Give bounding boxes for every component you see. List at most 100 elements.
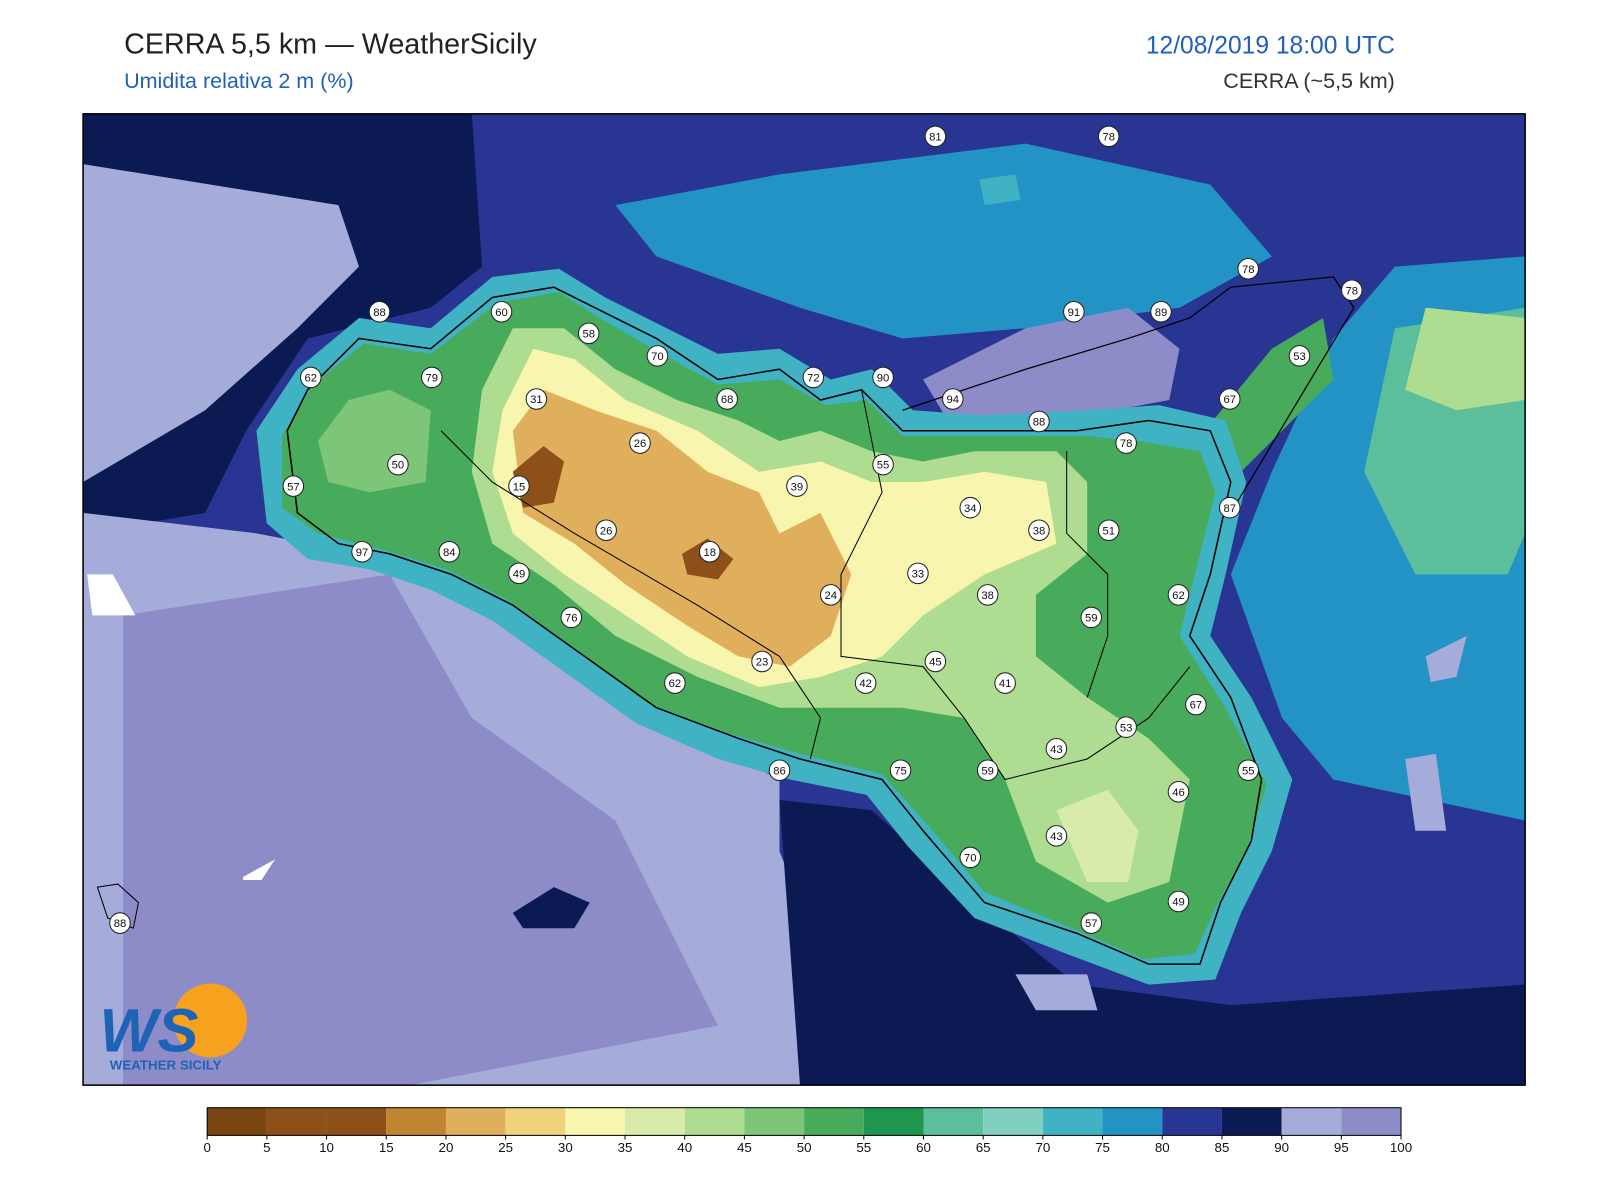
station-marker (889, 759, 912, 782)
station-value: 58 (582, 328, 595, 340)
station-value: 88 (373, 307, 386, 319)
station-marker (786, 475, 808, 497)
station-marker (1080, 912, 1103, 934)
station-marker (1218, 496, 1241, 519)
station-marker (387, 453, 409, 476)
station-marker (1237, 257, 1259, 280)
color-swatch (565, 1107, 626, 1136)
station-value: 88 (1033, 417, 1046, 429)
station-marker (368, 301, 391, 323)
station-value: 62 (1172, 590, 1185, 602)
station-marker (768, 759, 791, 782)
colorbar-tick-label: 0 (203, 1140, 210, 1155)
station-value: 57 (1085, 918, 1098, 930)
station-value: 43 (1050, 831, 1063, 843)
station-marker (646, 345, 669, 367)
station-value: 88 (114, 918, 127, 930)
station-marker (802, 366, 825, 389)
station-value: 78 (1242, 264, 1255, 276)
station-marker (994, 672, 1016, 694)
station-marker (351, 541, 373, 563)
station-marker (1045, 737, 1068, 760)
station-value: 26 (600, 525, 613, 537)
station-marker (698, 541, 721, 563)
teal-area (979, 174, 1021, 206)
logo-sun (173, 983, 248, 1058)
color-swatch (266, 1107, 327, 1136)
station-value: 75 (894, 765, 907, 777)
colorbar-tick-label: 30 (558, 1140, 573, 1155)
station-layer: 81 78 88 60 58 70 72 90 91 89 78 78 53 62 79 68 94 88 67 31… (109, 125, 1363, 934)
field (83, 113, 1526, 1086)
colorbar-tick-label: 60 (916, 1140, 931, 1155)
colorbar-tick-label: 70 (1035, 1140, 1050, 1155)
blue-area (615, 143, 1272, 339)
station-marker (1028, 519, 1050, 542)
station-marker (907, 562, 929, 585)
lavender-area (83, 164, 359, 483)
station-value: 86 (773, 765, 786, 777)
band-10 (512, 446, 734, 580)
model-label: CERRA (~5,5 km) (1223, 69, 1395, 93)
station-value: 91 (1068, 307, 1081, 319)
station-marker (751, 650, 773, 673)
station-value: 72 (807, 373, 820, 385)
colorbar-tick-label: 10 (319, 1140, 334, 1155)
lavender-area (923, 307, 1180, 431)
station-value: 76 (565, 613, 578, 625)
station-value: 70 (651, 351, 664, 363)
logo-mark: WS (99, 996, 198, 1065)
station-value: 38 (981, 590, 994, 602)
station-marker (1115, 716, 1137, 738)
station-marker (1097, 125, 1120, 148)
color-swatch (684, 1107, 745, 1136)
station-value: 78 (1346, 285, 1359, 297)
station-marker (1341, 279, 1363, 302)
color-swatch (983, 1107, 1043, 1136)
station-value: 55 (1242, 765, 1255, 777)
station-value: 55 (877, 460, 890, 472)
coastline (902, 276, 1355, 514)
station-value: 39 (791, 481, 804, 493)
station-marker (438, 541, 460, 563)
station-marker (1167, 890, 1190, 913)
station-value: 26 (634, 438, 647, 450)
station-value: 62 (305, 373, 318, 385)
colorbar-tick-label: 90 (1274, 1140, 1289, 1155)
colorbar-tick-label: 35 (618, 1140, 633, 1155)
station-marker (1028, 410, 1050, 433)
station-marker (1080, 606, 1103, 629)
station-marker (716, 388, 738, 410)
station-marker (109, 912, 131, 934)
color-swatch (505, 1107, 566, 1136)
station-value: 15 (513, 481, 526, 493)
station-marker (1167, 781, 1190, 803)
color-swatch (804, 1107, 864, 1136)
station-value: 45 (929, 657, 942, 669)
colorbar-tick-label: 5 (263, 1140, 270, 1155)
station-value: 57 (287, 481, 300, 493)
station-marker (629, 432, 651, 454)
station-value: 51 (1102, 525, 1115, 537)
station-marker (595, 519, 617, 542)
color-swatch (863, 1107, 924, 1136)
station-marker (577, 322, 600, 345)
station-value: 31 (530, 394, 543, 406)
station-value: 79 (426, 373, 439, 385)
colorbar-tick-label: 80 (1155, 1140, 1170, 1155)
station-marker (976, 759, 999, 782)
coastline (96, 883, 140, 929)
band-20 (512, 389, 852, 667)
colorbar-tick-label: 40 (677, 1140, 692, 1155)
date: 12/08/2019 18:00 UTC (1146, 32, 1395, 59)
station-value: 50 (392, 460, 405, 472)
station-value: 81 (929, 132, 942, 144)
green-area (1405, 307, 1526, 411)
station-value: 41 (999, 678, 1012, 690)
colorbar-tick-label: 55 (856, 1140, 871, 1155)
title: CERRA 5,5 km — WeatherSicily (124, 28, 537, 60)
station-value: 67 (1190, 700, 1203, 712)
station-marker (1115, 432, 1137, 454)
station-value: 59 (981, 765, 994, 777)
